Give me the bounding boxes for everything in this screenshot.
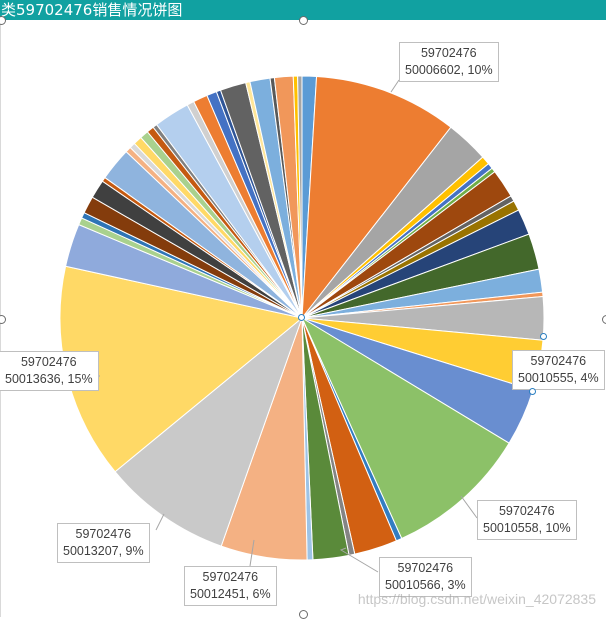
resize-handle-right[interactable] [602, 315, 606, 324]
chart-area[interactable]: 59702476 50006602, 10% 59702476 50010555… [0, 16, 606, 619]
leader-line [155, 513, 165, 531]
data-label-50010555[interactable]: 59702476 50010555, 4% [512, 350, 605, 390]
data-label-line1: 59702476 [420, 46, 477, 60]
resize-handle-top[interactable] [299, 16, 308, 25]
data-label-line1: 59702476 [498, 504, 555, 518]
data-label-50010558[interactable]: 59702476 50010558, 10% [477, 500, 577, 540]
data-label-line2: 50010555, 4% [518, 371, 599, 385]
resize-handle-bottom[interactable] [299, 610, 308, 619]
leader-line [390, 79, 400, 93]
leader-line [339, 547, 379, 573]
data-label-line2: 50010566, 3% [385, 578, 466, 592]
data-label-50006602[interactable]: 59702476 50006602, 10% [399, 42, 499, 82]
pie-slice-50006602[interactable] [301, 75, 452, 320]
leader-line [249, 539, 255, 567]
pie-slice-49[interactable] [297, 75, 303, 319]
leader-line [460, 495, 478, 519]
pie-chart[interactable] [1, 20, 606, 617]
resize-handle-top-left[interactable] [0, 16, 6, 25]
chart-title: 类59702476销售情况饼图 [0, 0, 606, 20]
data-label-line2: 50010558, 10% [483, 521, 571, 535]
label-selection-handle[interactable] [529, 388, 536, 395]
data-label-line2: 50012451, 6% [190, 587, 271, 601]
data-label-50012451[interactable]: 59702476 50012451, 6% [184, 566, 277, 606]
label-selection-handle[interactable] [540, 333, 547, 340]
data-label-line1: 59702476 [202, 570, 259, 584]
data-label-line1: 59702476 [397, 561, 454, 575]
data-label-line2: 50013636, 15% [5, 372, 93, 386]
data-label-line1: 59702476 [530, 354, 587, 368]
data-label-50010566[interactable]: 59702476 50010566, 3% [379, 557, 472, 597]
data-label-line2: 50013207, 9% [63, 544, 144, 558]
data-label-50013207[interactable]: 59702476 50013207, 9% [57, 523, 150, 563]
pie-center-handle[interactable] [298, 314, 305, 321]
watermark-url: https://blog.csdn.net/weixin_42072835 [357, 591, 596, 607]
data-label-line1: 59702476 [20, 355, 77, 369]
data-label-50013636[interactable]: 59702476 50013636, 15% [0, 351, 99, 391]
resize-handle-left[interactable] [0, 315, 6, 324]
data-label-line1: 59702476 [75, 527, 132, 541]
data-label-line2: 50006602, 10% [405, 63, 493, 77]
